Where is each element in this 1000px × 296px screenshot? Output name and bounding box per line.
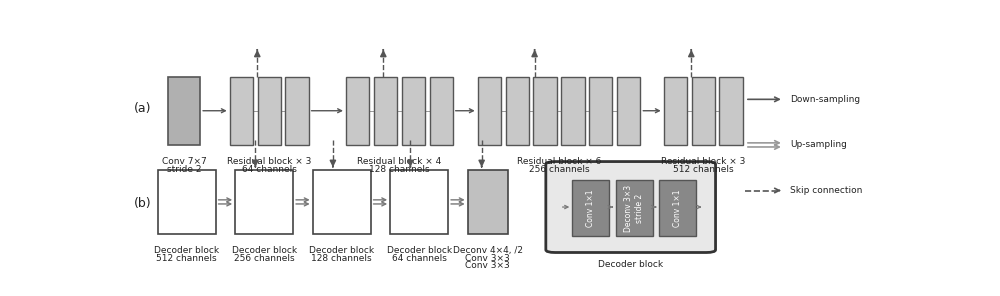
Text: (a): (a) <box>134 102 152 115</box>
FancyBboxPatch shape <box>478 77 501 145</box>
Text: Decoder block: Decoder block <box>387 246 452 255</box>
Text: Deconv 3×3
stride 2: Deconv 3×3 stride 2 <box>624 185 644 232</box>
FancyBboxPatch shape <box>589 77 612 145</box>
Text: 256 channels: 256 channels <box>234 254 294 263</box>
FancyBboxPatch shape <box>506 77 529 145</box>
FancyBboxPatch shape <box>168 77 200 145</box>
FancyBboxPatch shape <box>664 77 687 145</box>
Text: Conv 3×3: Conv 3×3 <box>465 261 510 270</box>
Text: Residual block × 4: Residual block × 4 <box>357 157 441 166</box>
Text: Conv 7×7: Conv 7×7 <box>162 157 206 166</box>
Text: Skip connection: Skip connection <box>790 186 862 195</box>
Text: 64 channels: 64 channels <box>242 165 297 174</box>
FancyBboxPatch shape <box>692 77 715 145</box>
FancyBboxPatch shape <box>158 170 216 234</box>
Text: Residual block × 3: Residual block × 3 <box>227 157 311 166</box>
Text: 512 channels: 512 channels <box>156 254 217 263</box>
Text: stride 2: stride 2 <box>167 165 201 174</box>
Text: Deconv 4×4, /2: Deconv 4×4, /2 <box>453 246 523 255</box>
FancyBboxPatch shape <box>258 77 281 145</box>
FancyBboxPatch shape <box>561 77 585 145</box>
Text: Decoder block: Decoder block <box>232 246 297 255</box>
Text: Conv 3×3: Conv 3×3 <box>465 254 510 263</box>
FancyBboxPatch shape <box>546 162 716 252</box>
Text: Conv 1×1: Conv 1×1 <box>586 189 595 227</box>
FancyBboxPatch shape <box>374 77 397 145</box>
FancyBboxPatch shape <box>313 170 371 234</box>
Text: 128 channels: 128 channels <box>369 165 430 174</box>
Text: 64 channels: 64 channels <box>392 254 447 263</box>
Text: Residual block × 3: Residual block × 3 <box>661 157 745 166</box>
FancyBboxPatch shape <box>402 77 425 145</box>
FancyBboxPatch shape <box>390 170 448 234</box>
Text: Up-sampling: Up-sampling <box>790 140 847 149</box>
Text: Decoder block: Decoder block <box>598 260 663 269</box>
FancyBboxPatch shape <box>659 180 696 236</box>
FancyBboxPatch shape <box>430 77 453 145</box>
FancyBboxPatch shape <box>468 170 508 234</box>
FancyBboxPatch shape <box>572 180 609 236</box>
Text: 128 channels: 128 channels <box>311 254 372 263</box>
FancyBboxPatch shape <box>235 170 293 234</box>
FancyBboxPatch shape <box>346 77 369 145</box>
Text: Decoder block: Decoder block <box>309 246 374 255</box>
FancyBboxPatch shape <box>617 77 640 145</box>
FancyBboxPatch shape <box>533 77 557 145</box>
FancyBboxPatch shape <box>719 77 743 145</box>
Text: Residual block × 6: Residual block × 6 <box>517 157 601 166</box>
FancyBboxPatch shape <box>616 180 653 236</box>
Text: Down-sampling: Down-sampling <box>790 95 860 104</box>
FancyBboxPatch shape <box>285 77 309 145</box>
Text: Decoder block: Decoder block <box>154 246 219 255</box>
Text: Conv 1×1: Conv 1×1 <box>673 189 682 227</box>
Text: 256 channels: 256 channels <box>529 165 589 174</box>
FancyBboxPatch shape <box>230 77 253 145</box>
Text: (b): (b) <box>134 197 152 210</box>
Text: 512 channels: 512 channels <box>673 165 733 174</box>
